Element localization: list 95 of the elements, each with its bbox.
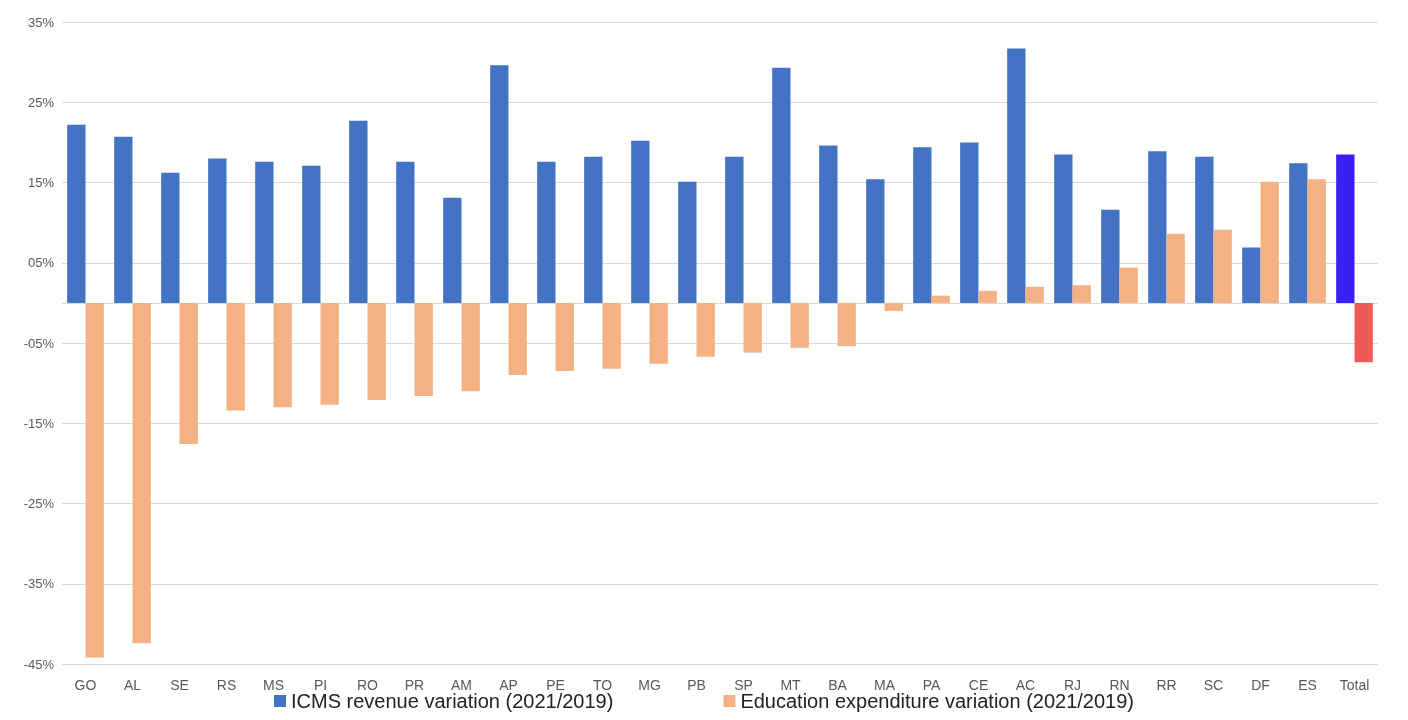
bar bbox=[884, 302, 903, 311]
legend-label: Education expenditure variation (2021/2019) bbox=[740, 690, 1135, 712]
y-tick-label: -45% bbox=[23, 656, 55, 672]
x-tick-label: AC bbox=[1015, 677, 1036, 693]
x-tick-label: GO bbox=[74, 677, 97, 693]
bar bbox=[226, 302, 245, 411]
bar bbox=[931, 295, 950, 303]
x-tick-label: AP bbox=[499, 677, 518, 693]
x-tick-label: PA bbox=[922, 677, 941, 693]
bar bbox=[1354, 302, 1373, 363]
bar bbox=[631, 140, 650, 303]
bar bbox=[461, 302, 480, 392]
bar bbox=[1119, 267, 1138, 303]
legend-label: ICMS revenue variation (2021/2019) bbox=[291, 690, 614, 712]
bar bbox=[913, 147, 932, 303]
bar bbox=[255, 161, 274, 303]
bar bbox=[302, 165, 321, 303]
x-tick-label: RJ bbox=[1063, 677, 1082, 693]
x-tick-label: RO bbox=[357, 677, 379, 693]
bar bbox=[1213, 229, 1232, 303]
bar bbox=[508, 302, 527, 376]
y-tick-label: -25% bbox=[23, 496, 55, 511]
bar bbox=[602, 302, 621, 369]
bar bbox=[1025, 286, 1044, 303]
x-tick-label: RN bbox=[1109, 677, 1130, 693]
x-tick-label: DF bbox=[1251, 677, 1270, 693]
bar bbox=[1148, 151, 1167, 303]
bar bbox=[67, 124, 86, 303]
x-tick-label: PR bbox=[404, 677, 425, 693]
bar bbox=[1007, 48, 1026, 303]
bar bbox=[725, 156, 744, 303]
bar bbox=[414, 302, 433, 396]
bar bbox=[396, 161, 415, 303]
bar bbox=[696, 302, 715, 357]
bar bbox=[649, 302, 668, 364]
bar bbox=[490, 65, 509, 303]
bar bbox=[1101, 209, 1120, 303]
bar bbox=[678, 181, 697, 303]
bar bbox=[819, 145, 838, 303]
x-tick-label: BA bbox=[828, 677, 848, 693]
bar bbox=[1260, 181, 1279, 303]
bar bbox=[320, 302, 339, 405]
x-tick-label: RS bbox=[216, 677, 237, 693]
bar bbox=[1242, 247, 1261, 303]
x-tick-label: MG bbox=[638, 677, 661, 693]
bar bbox=[555, 302, 574, 372]
x-tick-label: MT bbox=[780, 677, 802, 693]
bar bbox=[1054, 154, 1073, 303]
bar bbox=[790, 302, 809, 348]
bar bbox=[1307, 179, 1326, 303]
x-tick-label: ES bbox=[1298, 677, 1317, 693]
bar bbox=[1195, 156, 1214, 303]
x-tick-label: AM bbox=[451, 677, 472, 693]
bar bbox=[1166, 233, 1185, 303]
y-tick-label: 25% bbox=[27, 94, 55, 110]
bar bbox=[367, 302, 386, 400]
x-tick-label: SE bbox=[170, 677, 189, 693]
bar bbox=[443, 197, 462, 303]
bar bbox=[837, 302, 856, 347]
y-tick-label: -15% bbox=[23, 415, 55, 431]
y-tick-label: 15% bbox=[27, 175, 55, 190]
bar bbox=[1336, 154, 1355, 303]
bar bbox=[132, 302, 151, 644]
bar bbox=[85, 302, 104, 658]
x-tick-label: CE bbox=[968, 677, 989, 693]
x-tick-label: PB bbox=[687, 677, 706, 693]
bar bbox=[978, 290, 997, 303]
bar bbox=[114, 136, 133, 303]
bar bbox=[349, 120, 368, 303]
bar bbox=[1289, 163, 1308, 303]
x-tick-label: TO bbox=[592, 677, 613, 693]
x-tick-label: MS bbox=[263, 677, 284, 693]
bar bbox=[584, 156, 603, 303]
bar bbox=[1072, 285, 1091, 303]
bar bbox=[960, 142, 979, 303]
bar bbox=[273, 302, 292, 408]
y-tick-label: 05% bbox=[27, 255, 55, 271]
x-tick-label: SP bbox=[734, 677, 753, 693]
x-tick-label: AL bbox=[123, 677, 142, 693]
x-tick-label: Total bbox=[1339, 677, 1370, 693]
bar bbox=[161, 172, 180, 303]
bar bbox=[743, 302, 762, 353]
bar bbox=[537, 161, 556, 303]
x-tick-label: PI bbox=[313, 677, 328, 693]
x-tick-label: MA bbox=[874, 677, 896, 693]
bar bbox=[772, 67, 791, 303]
y-tick-label: -05% bbox=[23, 335, 55, 351]
y-tick-label: 35% bbox=[27, 14, 55, 30]
y-tick-label: -35% bbox=[23, 576, 55, 592]
x-tick-label: PE bbox=[546, 677, 565, 693]
bar bbox=[208, 158, 227, 303]
bar bbox=[866, 179, 885, 303]
x-tick-label: SC bbox=[1203, 677, 1224, 693]
bar bbox=[179, 302, 198, 445]
x-tick-label: RR bbox=[1156, 677, 1177, 693]
